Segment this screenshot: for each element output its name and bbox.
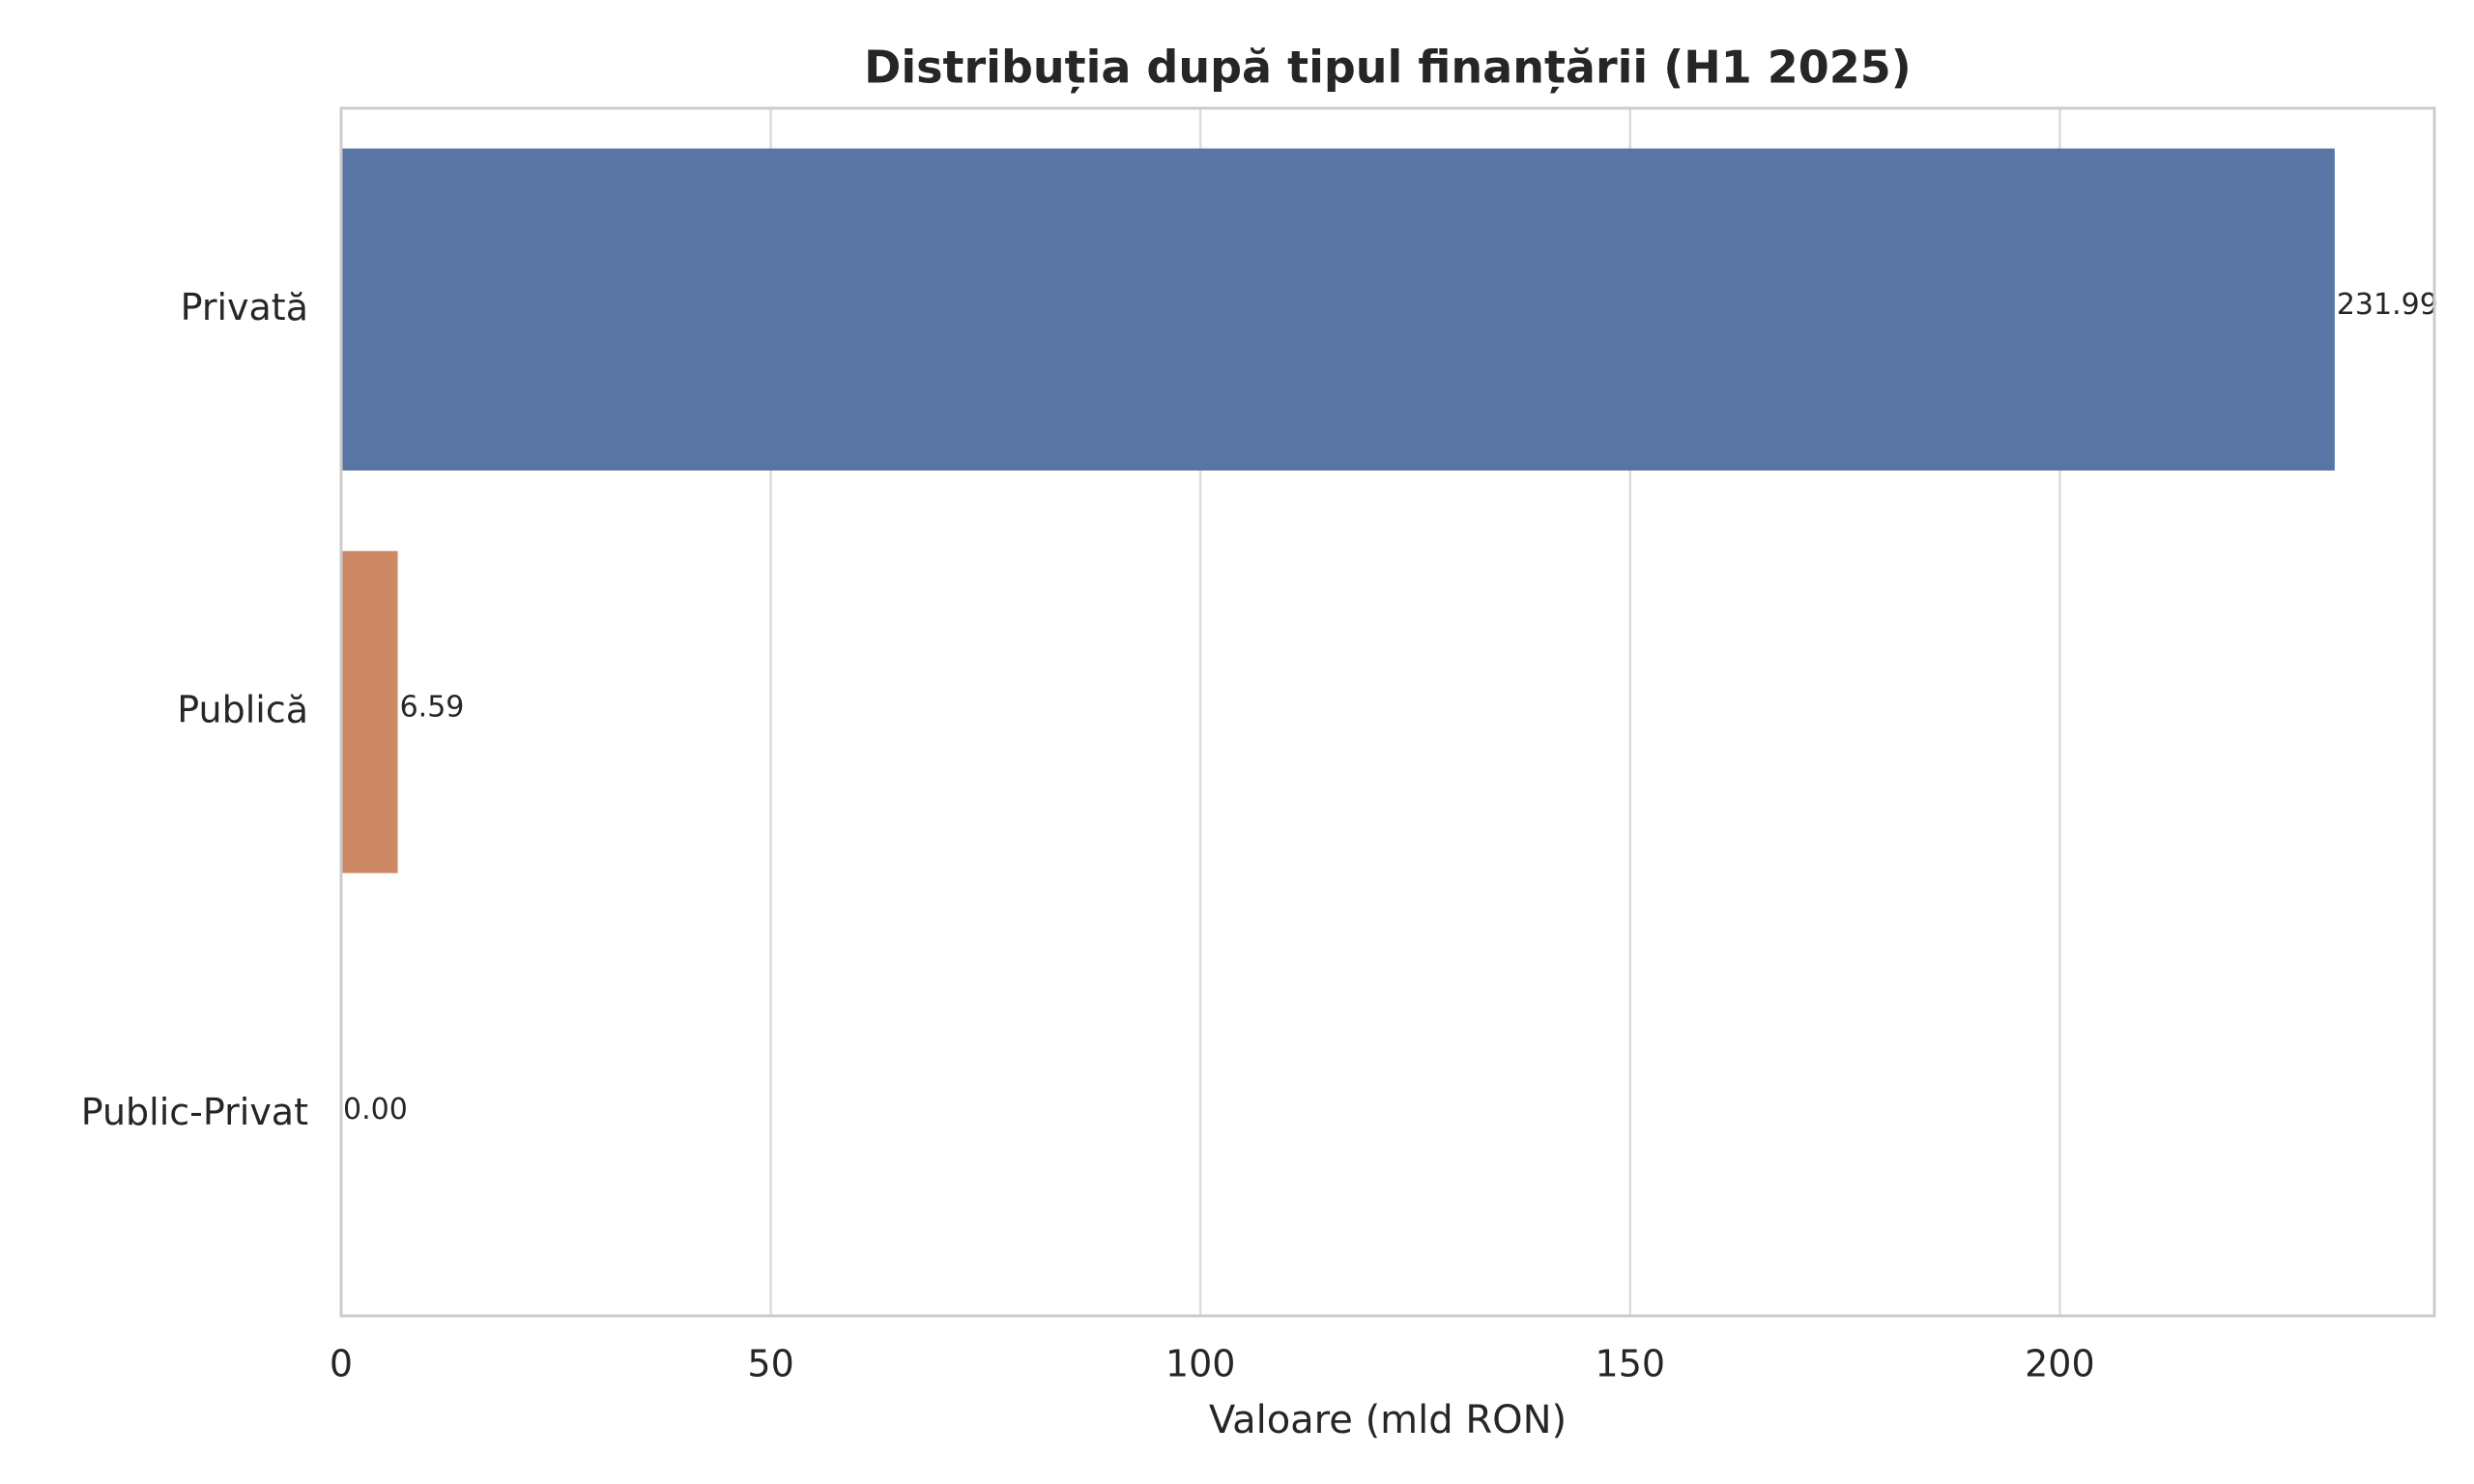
bar bbox=[341, 551, 398, 873]
plot-frame bbox=[339, 106, 2436, 1318]
value-label: 231.99 bbox=[2337, 288, 2438, 322]
x-tick-label: 50 bbox=[747, 1343, 793, 1385]
x-axis-label: Valoare (mld RON) bbox=[1209, 1398, 1567, 1442]
x-tick-label: 100 bbox=[1165, 1343, 1236, 1385]
bar bbox=[341, 148, 2335, 471]
x-tick-label: 200 bbox=[2025, 1343, 2095, 1385]
value-label: 0.00 bbox=[343, 1093, 408, 1127]
chart-title: Distribuția după tipul finanțării (H1 20… bbox=[864, 42, 1912, 94]
y-tick-label: Privată bbox=[181, 286, 308, 328]
x-tick-label: 150 bbox=[1596, 1343, 1666, 1385]
y-tick-label: Publică bbox=[177, 689, 308, 731]
y-tick-label: Public-Privat bbox=[81, 1091, 308, 1133]
x-tick-label: 0 bbox=[330, 1343, 353, 1385]
value-label: 6.59 bbox=[400, 691, 465, 725]
